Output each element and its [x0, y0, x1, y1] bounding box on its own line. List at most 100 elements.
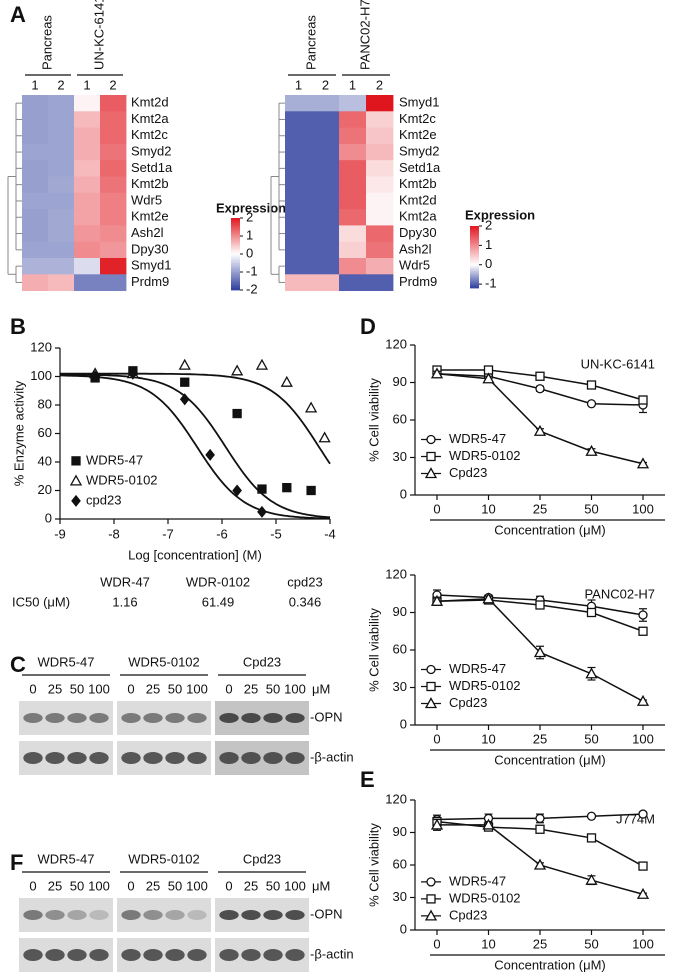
blot-band	[121, 752, 141, 764]
row-label: Kmt2e	[399, 127, 437, 142]
colorbar-step	[470, 258, 479, 261]
row-label: Kmt2d	[399, 192, 437, 207]
blot-band	[165, 910, 185, 920]
blot-band	[219, 910, 239, 920]
blot-band	[165, 713, 185, 723]
blot-band-label: -OPN	[310, 906, 343, 921]
heat-cell	[74, 258, 101, 275]
x-axis-label: Concentration (μM)	[494, 522, 606, 537]
column-group-label: UN-KC-6141	[91, 0, 106, 70]
x-tick-label: 50	[584, 936, 598, 951]
marker	[535, 813, 545, 824]
blot-dose-label: 100	[186, 878, 208, 893]
blot-band	[285, 910, 305, 920]
marker	[71, 456, 81, 466]
column-label: 2	[57, 77, 64, 92]
heat-cell	[22, 111, 49, 128]
y-tick-label: 40	[38, 453, 52, 468]
heat-cell	[100, 95, 127, 112]
blot-band	[187, 910, 207, 920]
heat-cell	[48, 258, 75, 275]
blot-band-label: -β-actin	[310, 749, 354, 764]
heat-cell	[366, 209, 394, 226]
marker	[638, 626, 648, 636]
heat-cell	[339, 111, 367, 128]
marker	[636, 694, 650, 706]
heat-cell	[285, 127, 313, 145]
colorbar-step	[231, 268, 240, 271]
colorbar-tick-label: 0	[246, 245, 253, 260]
heat-cell	[312, 160, 340, 177]
marker	[585, 667, 598, 679]
marker	[482, 592, 495, 604]
heat-cell	[312, 192, 340, 210]
heat-cell	[22, 127, 49, 145]
heat-cell	[339, 127, 367, 145]
colorbar-step	[231, 234, 240, 237]
legend-label: Cpd23	[449, 465, 487, 480]
x-tick-label: -7	[162, 526, 174, 541]
heat-cell	[48, 274, 75, 291]
heat-cell	[100, 241, 127, 259]
y-tick-label: 60	[393, 856, 407, 871]
colorbar-step	[470, 270, 479, 273]
blot-dose-label: 50	[266, 878, 280, 893]
row-label: Kmt2a	[131, 111, 169, 126]
marker	[426, 451, 436, 462]
heat-cell	[22, 143, 49, 161]
heat-cell	[366, 143, 394, 161]
row-label: Kmt2d	[131, 95, 169, 110]
blot-group-label: Cpd23	[243, 851, 281, 866]
x-tick-label: 10	[481, 731, 495, 746]
blot-band	[187, 949, 207, 961]
x-tick-label: 25	[533, 731, 547, 746]
marker	[430, 594, 444, 606]
blot-band	[23, 949, 43, 961]
x-tick-label: 25	[533, 936, 547, 951]
colorbar-step	[231, 288, 240, 291]
heat-cell	[22, 160, 49, 177]
colorbar-step	[231, 232, 240, 235]
heat-cell	[74, 274, 101, 291]
legend-label: WDR5-47	[86, 452, 143, 467]
heat-cell	[312, 241, 340, 259]
colorbar-step	[231, 223, 240, 226]
legend-label: WDR5-47	[449, 661, 506, 676]
marker	[586, 380, 597, 390]
marker	[232, 484, 242, 497]
blot-unit: μM	[312, 681, 330, 696]
blot-dose-label: 100	[186, 681, 208, 696]
blot-dose-label: 50	[70, 681, 84, 696]
row-label: Wdr5	[399, 258, 430, 273]
x-axis-label: Concentration (μM)	[494, 957, 606, 972]
blot-dose-label: 25	[48, 681, 62, 696]
colorbar-tick-label: 2	[246, 209, 253, 224]
blot-dose-label: 50	[168, 681, 182, 696]
heat-cell	[312, 209, 340, 226]
legend-label: WDR5-47	[449, 873, 506, 888]
row-label: Dpy30	[399, 225, 437, 240]
colorbar-tick-label: -1	[246, 263, 258, 278]
heat-cell	[312, 111, 340, 128]
colorbar-step	[470, 247, 479, 250]
heat-cell	[48, 95, 75, 112]
marker	[282, 482, 292, 493]
marker	[535, 384, 545, 394]
x-tick-label: -8	[108, 526, 120, 541]
blot-dose-label: 0	[127, 878, 134, 893]
blot-dose-label: 100	[284, 878, 306, 893]
marker	[179, 393, 190, 406]
colorbar-step	[231, 219, 240, 222]
marker	[636, 457, 650, 469]
colorbar-step	[470, 280, 479, 283]
marker	[424, 909, 438, 921]
colorbar-step	[231, 257, 240, 260]
colorbar-step	[470, 261, 479, 264]
marker	[255, 358, 269, 370]
colorbar-step	[470, 274, 479, 276]
panel-label: E	[360, 767, 375, 792]
colorbar-step	[231, 228, 240, 231]
blot-dose-label: 25	[146, 878, 160, 893]
x-tick-label: 10	[481, 936, 495, 951]
